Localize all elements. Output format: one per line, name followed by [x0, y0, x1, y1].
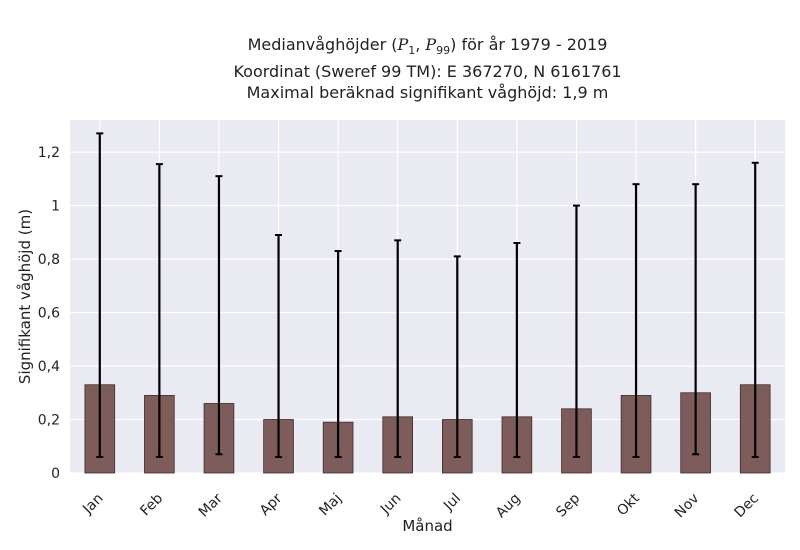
y-tick-label: 0,2: [38, 413, 60, 429]
chart-title-line-1: Medianvåghöjder (P1, P99) för år 1979 - …: [0, 34, 800, 61]
x-tick-label: Apr: [257, 490, 286, 519]
x-axis-label: Månad: [402, 517, 452, 535]
x-tick-label: Jun: [377, 491, 404, 518]
chart-title: Medianvåghöjder (P1, P99) för år 1979 - …: [0, 34, 800, 103]
y-tick-label: 0: [51, 466, 60, 482]
title-suffix: ) för år 1979 - 2019: [450, 35, 608, 54]
x-tick-label: Dec: [732, 491, 762, 521]
x-tick-label: Okt: [614, 490, 643, 519]
x-tick-label: Jan: [79, 491, 106, 518]
title-p1-symbol: P: [397, 35, 409, 54]
plot-area: [70, 120, 785, 473]
title-p1-subscript: 1: [408, 44, 416, 58]
x-tick-label: Nov: [672, 491, 703, 522]
x-tick-label: Maj: [316, 491, 345, 520]
x-tick-label: Aug: [493, 491, 524, 522]
title-separator: ,: [415, 35, 426, 54]
y-tick-label: 0,8: [38, 252, 60, 268]
x-tick-label: Feb: [137, 490, 166, 519]
error-bars: [96, 132, 759, 458]
x-tick-label: Sep: [553, 490, 583, 520]
y-axis-ticks: 0 0,2 0,4 0,6 0,8 1 1,2: [38, 145, 60, 482]
y-axis-label: Signifikant våghöjd (m): [16, 209, 34, 384]
title-p99-symbol: P: [425, 35, 437, 54]
title-prefix: Medianvåghöjder (: [247, 35, 398, 54]
y-tick-label: 0,6: [38, 306, 60, 322]
y-tick-label: 0,4: [38, 359, 60, 375]
y-tick-label: 1,2: [38, 145, 60, 161]
title-p99-subscript: 99: [436, 44, 451, 58]
chart-title-line-3: Maximal beräknad signifikant våghöjd: 1,…: [246, 83, 609, 103]
y-tick-label: 1: [51, 199, 60, 215]
x-tick-label: Jul: [440, 491, 464, 515]
chart-title-line-2: Koordinat (Sweref 99 TM): E 367270, N 61…: [233, 62, 622, 82]
x-tick-label: Mar: [196, 490, 226, 520]
